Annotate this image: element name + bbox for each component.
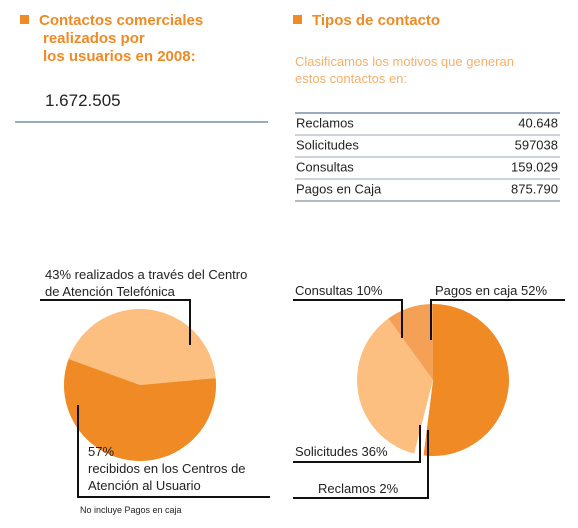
table-cell: Pagos en Caja [296,181,382,196]
category-label: Consultas [295,283,353,298]
pie-label: 43% realizados a través del Centro de At… [45,266,255,300]
table-cell: 159.029 [511,159,558,174]
category-label: Solicitudes [295,444,358,459]
subtitle-line: Clasificamos los motivos que generan [295,54,514,69]
pie-slice [388,304,433,380]
table-cell: Solicitudes [296,137,359,152]
left-title: Contactos comerciales realizados por los… [20,12,203,66]
pie-slice [68,309,216,385]
title-text: Tipos de contacto [312,12,441,29]
pie-label: Consultas 10% [295,283,383,298]
leader-line [293,425,421,463]
subtitle: Clasificamos los motivos que generan est… [295,53,514,87]
leader-line [293,299,403,338]
category-label: realizados a través del Centro de Atenci… [45,267,248,299]
subtitle-line: estos contactos en: [295,71,408,86]
value-label: 2% [379,481,398,496]
table-cell: Consultas [296,159,354,174]
table-cell: 875.790 [511,181,558,196]
right-title: Tipos de contacto [293,12,440,30]
title-line: Contactos comerciales [20,12,203,30]
leader-line [293,430,429,499]
table-cell: Reclamos [296,115,354,130]
title-text: Contactos comerciales [39,12,204,29]
pie-slice [356,318,433,454]
title-text: realizados por [43,30,145,47]
leader-line [77,405,270,498]
category-label: Pagos en caja [435,283,518,298]
value-label: 36% [362,444,388,459]
leader-line [40,299,191,345]
pie-slice [64,359,216,461]
pie-label: Reclamos 2% [318,481,399,496]
value-label: 57% [88,444,115,459]
table-cell: 40.648 [518,115,558,130]
table-cell: 597038 [515,137,558,152]
value-label: 10% [356,283,382,298]
category-label: Reclamos [318,481,376,496]
category-label: recibidos en los Centros de Atención al … [88,461,246,493]
value-label: 43% [45,267,72,282]
title-text: los usuarios en 2008: [43,48,196,65]
total: 1.672.505 [45,91,121,110]
footnote: No incluye Pagos en caja [80,505,182,515]
value-label: 52% [521,283,547,298]
pie-slice [423,304,509,456]
leader-line [430,299,565,340]
pie-label: Pagos en caja 52% [435,283,547,298]
pie-label: Solicitudes 36% [295,444,388,459]
pie-slice [414,380,433,456]
pie-label: 57% recibidos en los Centros de Atención… [88,443,260,494]
